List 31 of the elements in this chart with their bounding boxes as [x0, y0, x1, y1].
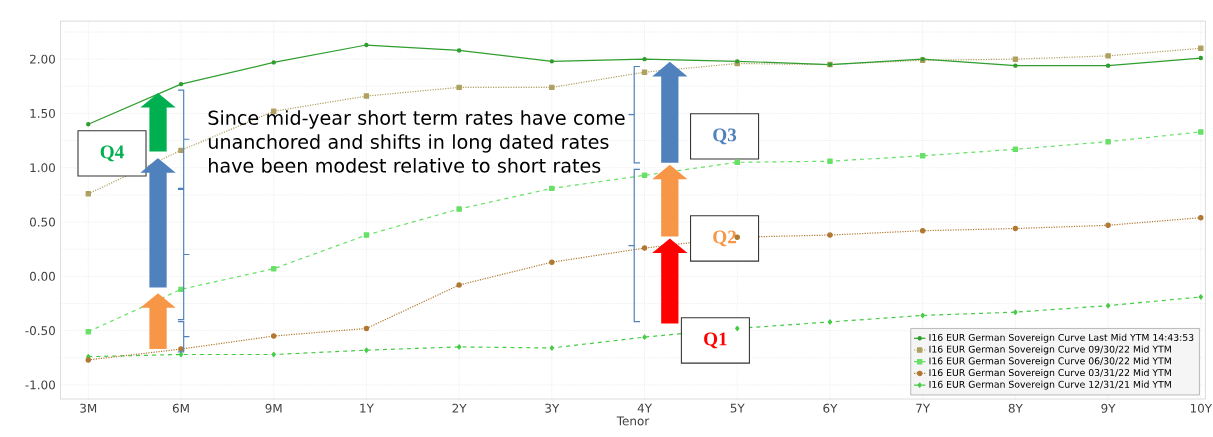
annotation: Q1 — [704, 332, 727, 349]
y-tick-label: -1.00 — [25, 380, 55, 390]
legend-label: I16 EUR German Sovereign Curve 03/31/22 Mid YTM — [929, 369, 1171, 378]
y-tick-label: -0.50 — [25, 326, 55, 336]
legend-label: I16 EUR German Sovereign Curve 12/31/21 Mid YTM — [929, 380, 1171, 390]
x-tick-label: 6Y — [823, 403, 838, 413]
annotation: Since mid-year short term rates have come unanchored and shifts in long dated rates have been modest relative to short rates — [208, 110, 625, 173]
x-tick-label: 3Y — [545, 403, 560, 413]
y-tick-label: 2.00 — [30, 54, 55, 64]
legend-label: I16 EUR German Sovereign Curve 09/30/22 Mid YTM — [929, 345, 1171, 355]
y-tick-label: 0.50 — [29, 217, 55, 227]
x-tick-label: 9Y — [1101, 403, 1116, 413]
y-tick-label: 0.00 — [29, 271, 55, 281]
x-tick-label: 10Y — [1190, 403, 1213, 413]
legend-label: I16 EUR German Sovereign Curve Last Mid YTM 14:43:53 — [929, 333, 1194, 343]
y-tick-label: 1.00 — [30, 163, 55, 173]
annotation: Q2 — [713, 230, 736, 247]
x-axis-title: Tenor — [616, 416, 650, 426]
x-tick-label: 7Y — [916, 403, 931, 413]
x-tick-label: 5Y — [730, 403, 745, 413]
x-tick-label: 9M — [265, 403, 282, 413]
legend-label: I16 EUR German Sovereign Curve 06/30/22 Mid YTM — [929, 357, 1171, 367]
annotation: Q4 — [100, 145, 124, 162]
x-tick-label: 3M — [80, 403, 97, 413]
x-tick-label: 2Y — [452, 403, 467, 413]
x-tick-label: 6M — [172, 403, 189, 413]
x-tick-label: 1Y — [360, 403, 374, 413]
x-tick-label: 4Y — [637, 403, 653, 413]
annotation: Q3 — [713, 128, 737, 145]
y-tick-label: 1.50 — [30, 109, 55, 119]
x-tick-label: 8Y — [1008, 403, 1023, 413]
